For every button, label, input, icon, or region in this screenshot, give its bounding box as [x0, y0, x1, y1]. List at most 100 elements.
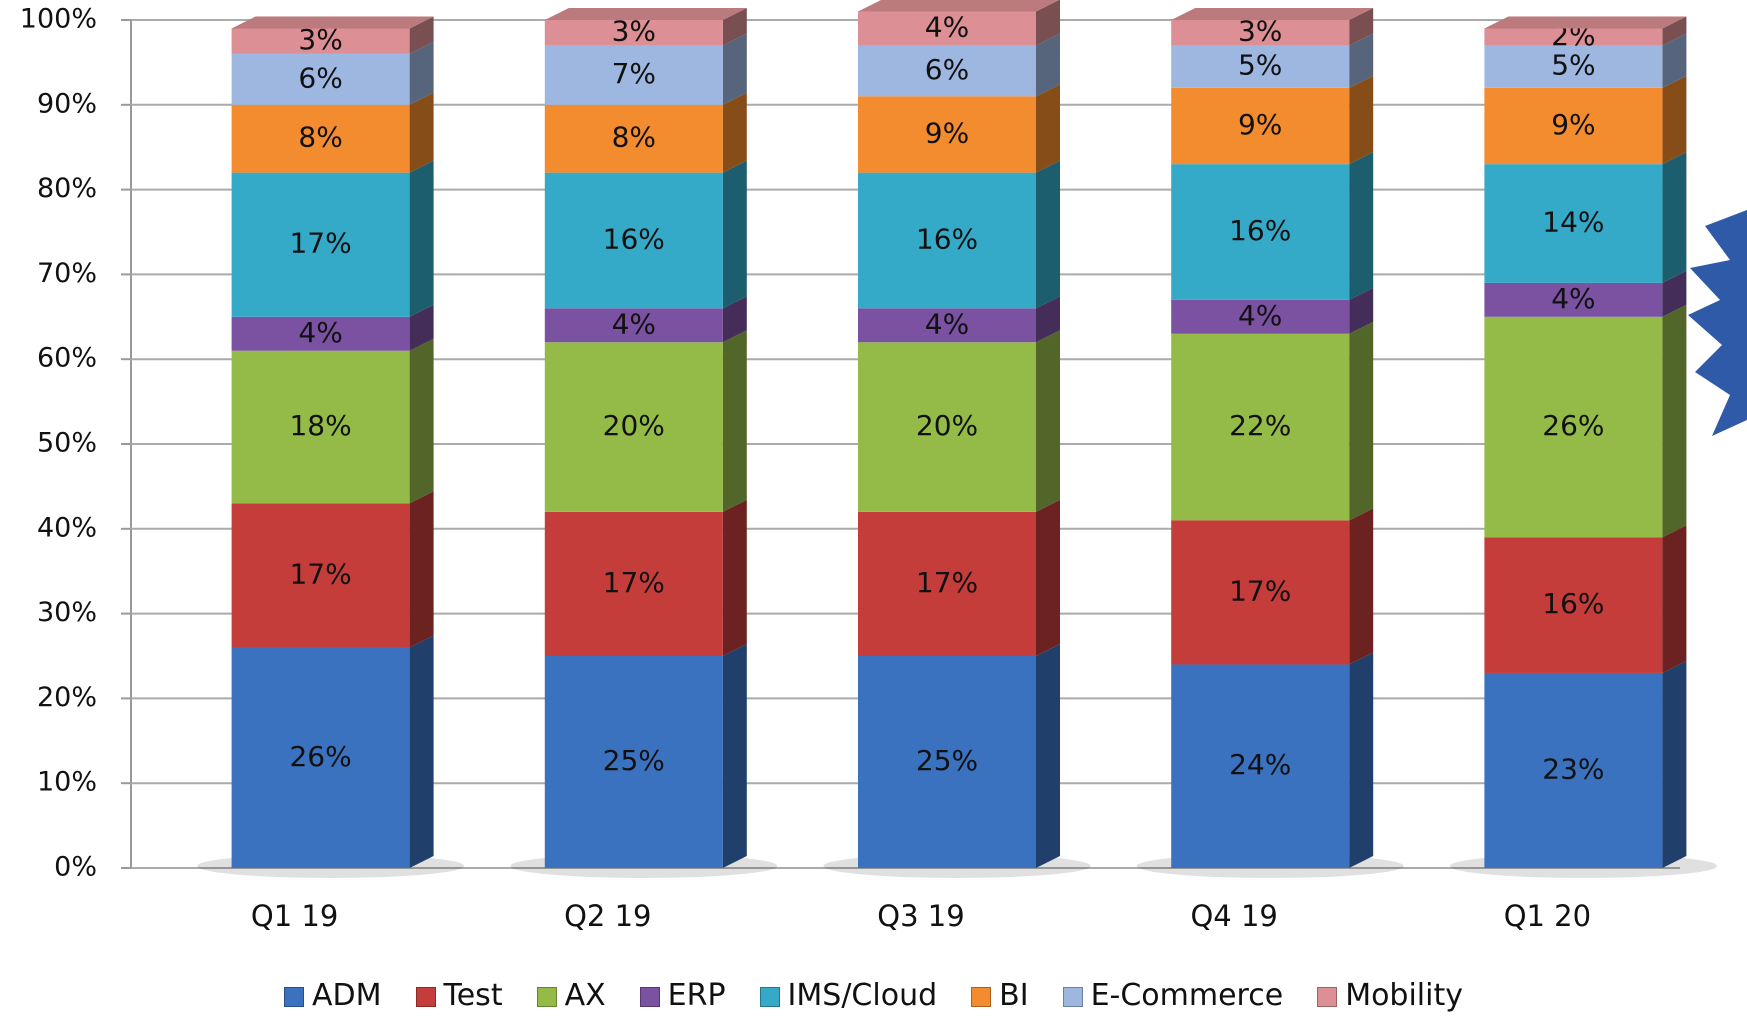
y-tick-label: 100% — [20, 4, 97, 35]
bar-segment — [858, 172, 1036, 309]
bar-side — [1349, 8, 1374, 46]
bar-segment — [858, 308, 1036, 343]
bar-segment — [1484, 537, 1663, 673]
data-label: 14% — [1542, 206, 1604, 239]
bar-side — [722, 330, 747, 512]
data-label: 9% — [925, 116, 969, 149]
bar-segment — [231, 104, 410, 173]
bar-side — [409, 92, 434, 173]
legend-swatch — [1317, 986, 1338, 1007]
data-label: 18% — [289, 409, 351, 442]
data-label: 24% — [1229, 748, 1291, 781]
data-label: 4% — [298, 316, 342, 349]
bar-side — [1662, 660, 1687, 868]
data-label: 9% — [1551, 108, 1595, 141]
bar-segment — [1484, 164, 1663, 283]
y-tick-label: 20% — [37, 682, 97, 713]
data-label: 26% — [289, 740, 351, 773]
bar-segment — [1171, 45, 1350, 88]
bar-segment — [858, 511, 1036, 656]
bar-segment — [231, 28, 410, 54]
data-label: 20% — [916, 409, 978, 442]
y-tick-label: 0% — [54, 852, 97, 883]
data-label: 16% — [603, 222, 665, 255]
bar-segment — [1484, 282, 1663, 317]
bar-segment — [231, 172, 410, 317]
legend-item: ADM — [283, 978, 382, 1013]
bar-segment — [858, 656, 1036, 868]
bar-side — [1036, 84, 1060, 173]
data-label: 4% — [1551, 282, 1595, 315]
bar-segment — [1171, 299, 1350, 334]
data-label: 16% — [916, 222, 978, 255]
bar-side — [409, 491, 434, 648]
bar-side — [1036, 0, 1060, 46]
bar-segment — [1484, 316, 1663, 538]
bar-side — [1662, 75, 1687, 165]
legend-label: ERP — [667, 978, 726, 1013]
legend-swatch — [759, 986, 780, 1007]
y-tick-label: 80% — [37, 173, 97, 204]
bar-side — [409, 41, 434, 105]
bar-segment — [544, 45, 723, 105]
bar-side — [1662, 16, 1687, 46]
bar-side — [1036, 296, 1060, 343]
bar-side — [1349, 508, 1374, 665]
data-label: 6% — [925, 53, 969, 86]
legend-swatch — [639, 986, 660, 1007]
legend-swatch — [283, 986, 304, 1007]
legend-label: Test — [443, 978, 503, 1013]
bar-segment — [544, 20, 723, 46]
x-tick-label: Q4 19 — [1190, 899, 1277, 933]
legend-label: BI — [999, 978, 1029, 1013]
data-label: 25% — [603, 744, 665, 777]
bar-side — [409, 16, 434, 54]
chart: 0% 10% 20% 30% 40% 50% 60% 70% 80% 90% 100% 26% 17% 1… — [20, 0, 1747, 933]
bar-side — [722, 644, 747, 868]
bar-segment — [544, 511, 723, 656]
x-tick-label: Q3 19 — [877, 899, 964, 933]
legend-label: IMS/Cloud — [787, 978, 938, 1013]
bar-segment — [231, 503, 410, 648]
data-label: 17% — [916, 566, 978, 599]
legend-item: ERP — [639, 978, 726, 1013]
legend-item: AX — [536, 978, 606, 1013]
legend-swatch — [415, 986, 436, 1007]
bar-side — [409, 160, 434, 317]
data-label: 5% — [1238, 49, 1282, 82]
bar-top — [1171, 8, 1374, 20]
legend-item: E-Commerce — [1062, 978, 1283, 1013]
bar-segment — [1171, 87, 1350, 165]
data-label: 23% — [1542, 752, 1604, 785]
legend-item: Test — [415, 978, 503, 1013]
bar-segment — [1171, 164, 1350, 300]
bar-segment — [858, 45, 1036, 97]
bar-segment — [1484, 87, 1663, 165]
bar-segment — [1484, 28, 1663, 46]
bar-side — [409, 304, 434, 351]
bar-side — [1349, 321, 1374, 521]
bar-segment — [1171, 664, 1350, 868]
data-label: 20% — [603, 409, 665, 442]
bar-side — [1349, 652, 1374, 868]
data-label: 16% — [1229, 214, 1291, 247]
data-label: 17% — [603, 566, 665, 599]
data-label: 4% — [612, 307, 656, 340]
data-label: 4% — [925, 307, 969, 340]
data-label: 26% — [1542, 409, 1604, 442]
bar-side — [722, 33, 747, 105]
bar-side — [1662, 525, 1687, 673]
legend-item: IMS/Cloud — [759, 978, 938, 1013]
y-tick-label: 90% — [37, 88, 97, 119]
x-tick-label: Q1 19 — [251, 899, 338, 933]
bar-segment — [544, 104, 723, 173]
data-label: 17% — [289, 557, 351, 590]
bar-top — [858, 0, 1060, 12]
y-tick-label: 40% — [37, 512, 97, 543]
y-tick-label: 60% — [37, 343, 97, 374]
legend-item: Mobility — [1317, 978, 1463, 1013]
data-label: 17% — [289, 227, 351, 260]
bar-side — [1349, 152, 1374, 300]
data-label: 25% — [916, 744, 978, 777]
